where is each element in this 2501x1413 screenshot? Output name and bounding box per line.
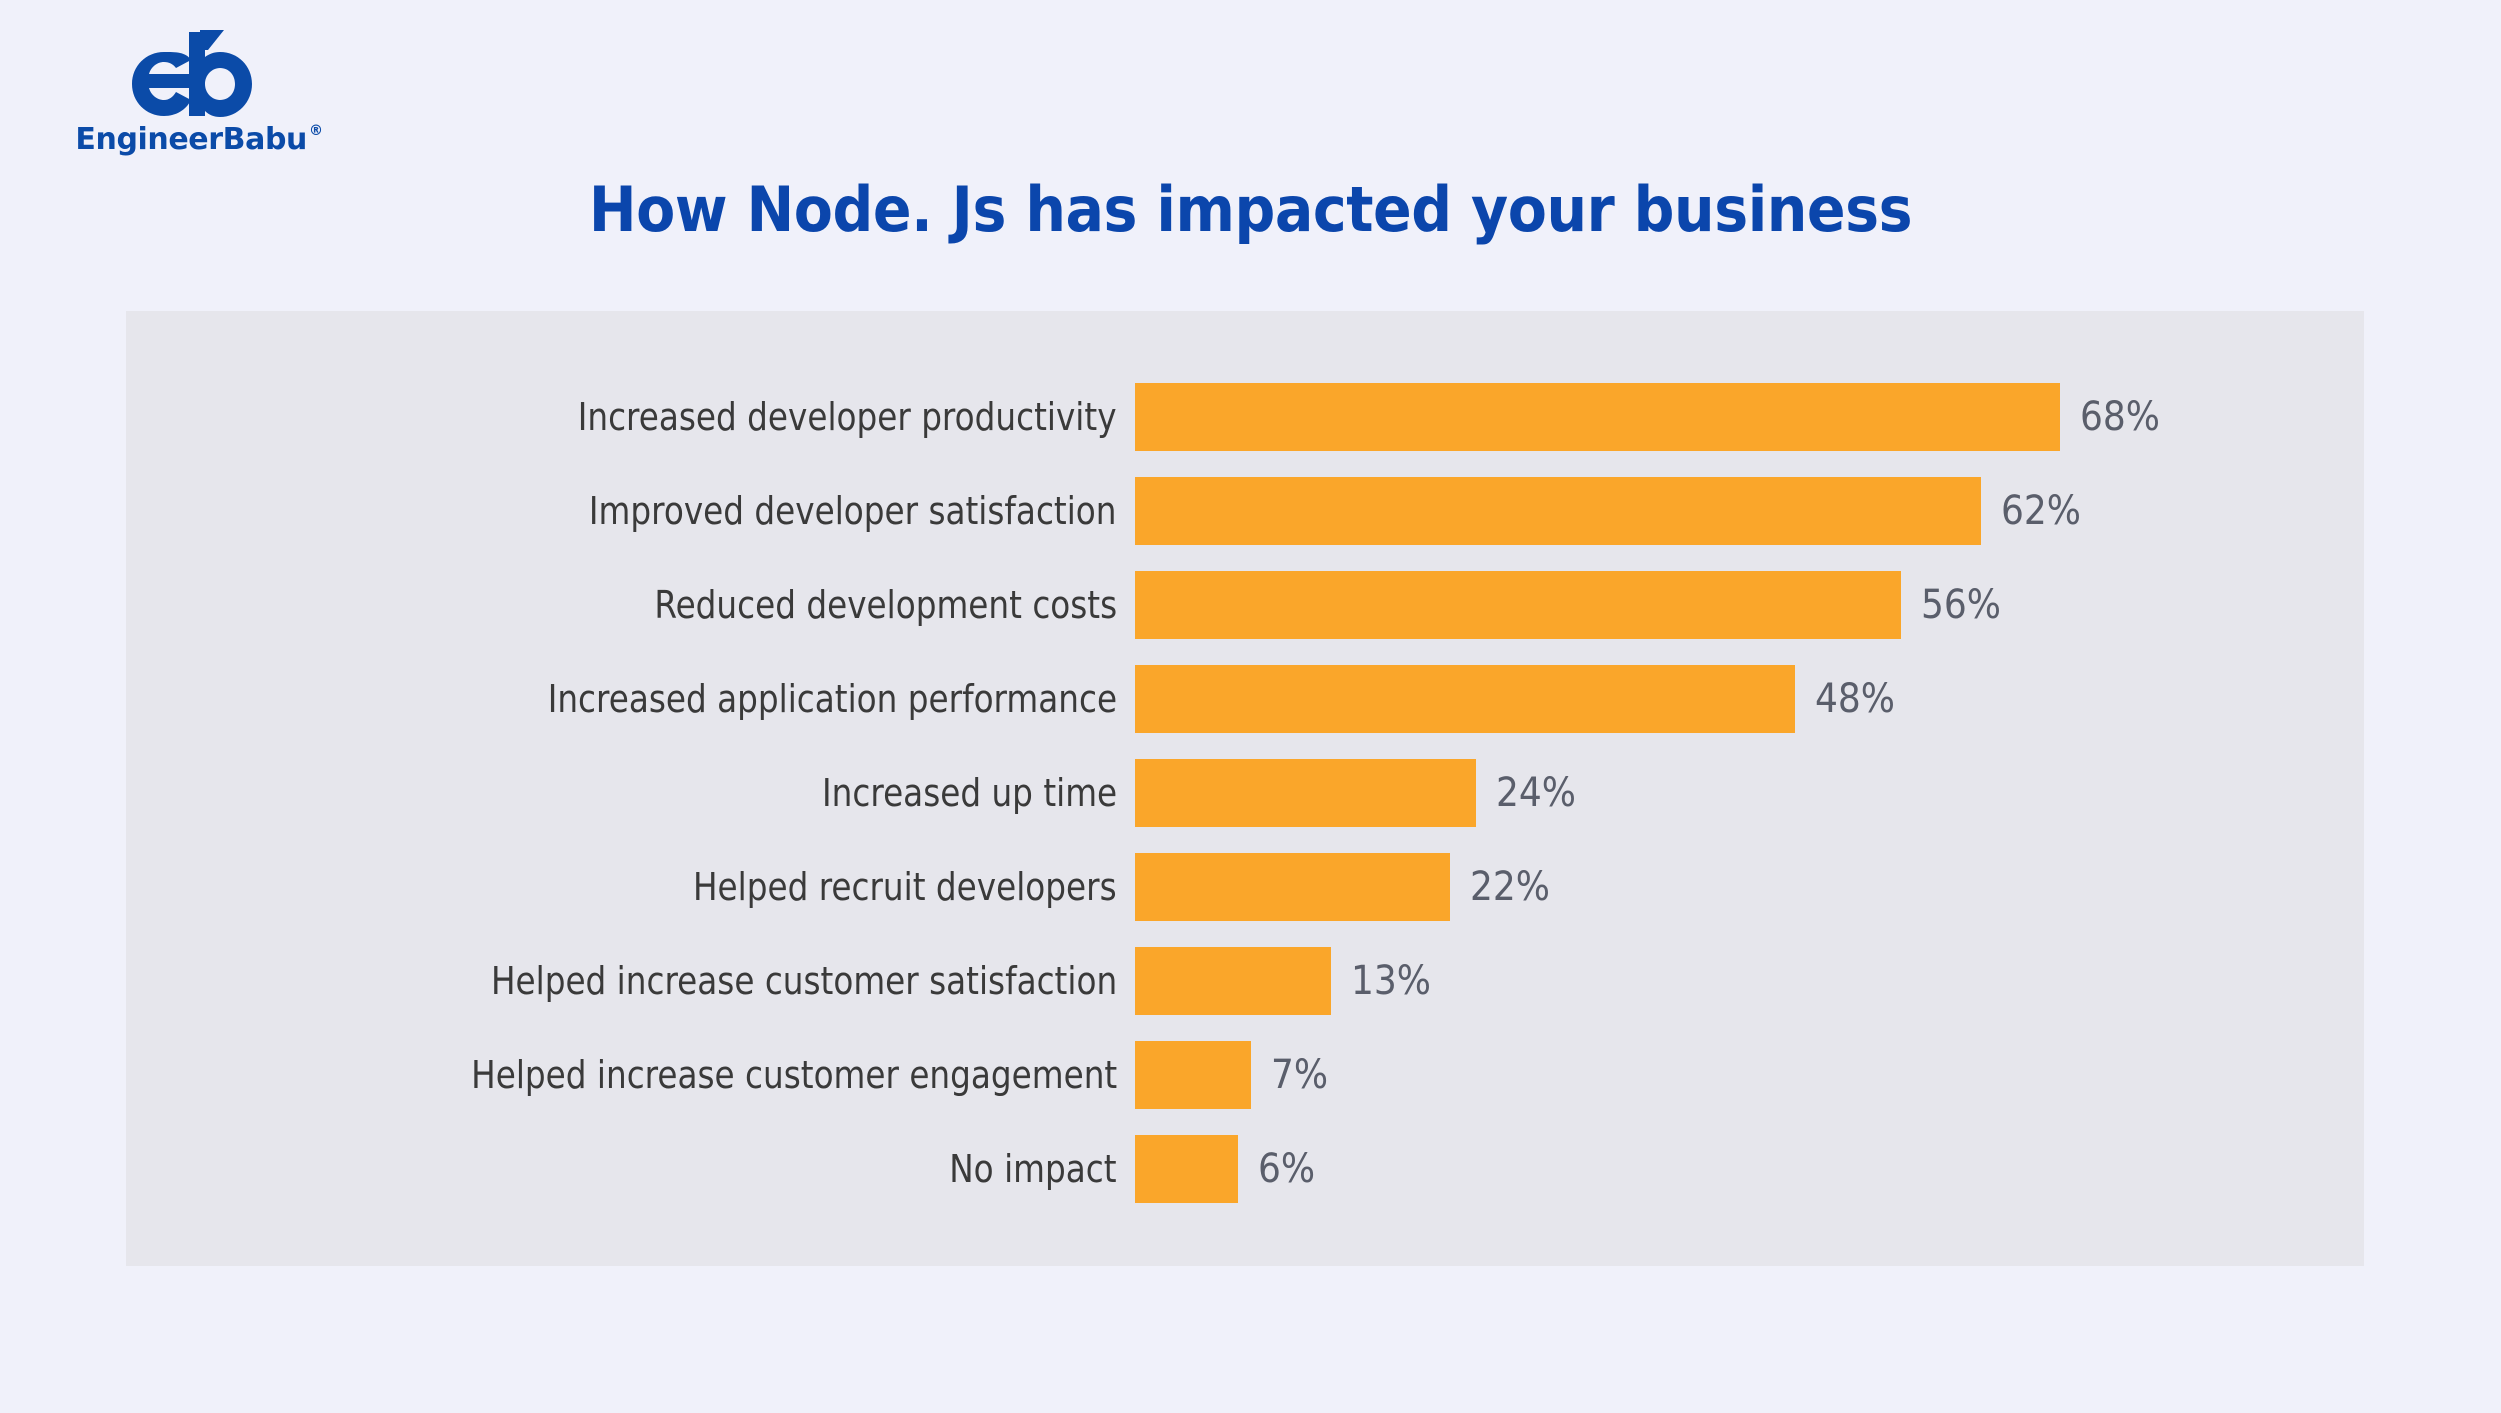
bar-value-label: 7% (1271, 1052, 1329, 1098)
bar-category-label: Increased up time (821, 771, 1117, 815)
bar-value-label: 6% (1258, 1146, 1316, 1192)
brand-logo: EngineerBabu ® (75, 30, 323, 157)
bar-value-label: 56% (1921, 582, 2002, 628)
bar-track: 56% (1135, 571, 2010, 639)
bar-fill (1135, 383, 2060, 451)
bar-row: Helped increase customer engagement 7% (126, 1041, 2364, 1109)
bar-track: 62% (1135, 477, 2090, 545)
bar-category-label: No impact (949, 1147, 1117, 1191)
bar-fill (1135, 665, 1795, 733)
bar-row: No impact 6% (126, 1135, 2364, 1203)
bar-row: Increased developer productivity 68% (126, 383, 2364, 451)
bar-fill (1135, 947, 1331, 1015)
chart-title: How Node. Js has impacted your business (588, 173, 1913, 246)
bar-value-label: 24% (1496, 770, 1577, 816)
bar-track: 22% (1135, 853, 1559, 921)
bar-track: 7% (1135, 1041, 1334, 1109)
bar-category-label: Helped increase customer satisfaction (490, 959, 1117, 1003)
bar-fill (1135, 1135, 1238, 1203)
bar-fill (1135, 571, 1901, 639)
trademark-symbol: ® (309, 123, 323, 139)
bar-category-label: Increased application performance (547, 677, 1117, 721)
bar-value-label: 62% (2001, 488, 2082, 534)
bar-track: 48% (1135, 665, 1904, 733)
bar-chart-panel: Increased developer productivity 68% Impro… (126, 311, 2364, 1266)
bar-track: 6% (1135, 1135, 1321, 1203)
bar-track: 24% (1135, 759, 1585, 827)
brand-name: EngineerBabu (75, 122, 307, 157)
bar-row: Helped recruit developers 22% (126, 853, 2364, 921)
bar-value-label: 48% (1815, 676, 1896, 722)
bar-category-label: Increased developer productivity (578, 395, 1117, 439)
bar-track: 68% (1135, 383, 2169, 451)
bar-fill (1135, 853, 1450, 921)
bar-value-label: 68% (2080, 394, 2161, 440)
bar-fill (1135, 1041, 1251, 1109)
bar-row: Helped increase customer satisfaction 13% (126, 947, 2364, 1015)
bar-track: 13% (1135, 947, 1440, 1015)
bar-value-label: 13% (1351, 958, 1432, 1004)
brand-wordmark: EngineerBabu ® (75, 122, 323, 157)
bar-row: Increased application performance 48% (126, 665, 2364, 733)
bar-row: Improved developer satisfaction 62% (126, 477, 2364, 545)
bar-row: Increased up time 24% (126, 759, 2364, 827)
bar-category-label: Helped increase customer engagement (470, 1053, 1117, 1097)
bar-category-label: Improved developer satisfaction (589, 489, 1117, 533)
bar-fill (1135, 477, 1981, 545)
bar-value-label: 22% (1470, 864, 1551, 910)
bar-category-label: Reduced development costs (654, 583, 1117, 627)
bar-category-label: Helped recruit developers (693, 865, 1117, 909)
bar-row: Reduced development costs 56% (126, 571, 2364, 639)
eb-monogram-icon (132, 30, 252, 117)
bar-fill (1135, 759, 1476, 827)
